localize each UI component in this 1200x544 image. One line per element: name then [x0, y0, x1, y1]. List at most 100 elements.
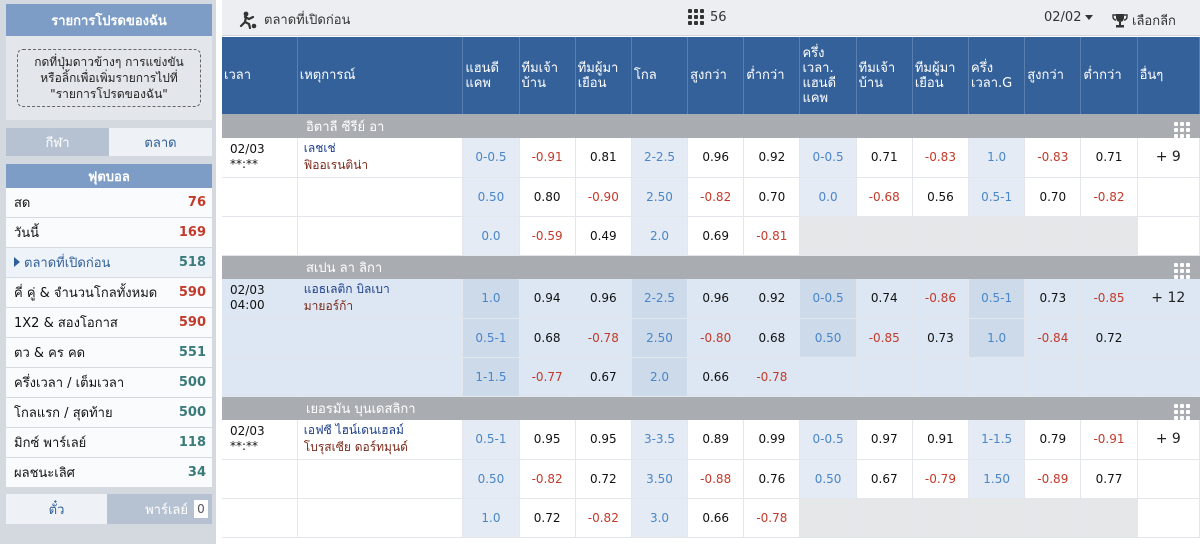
ht-over-odds[interactable]: -0.84: [1024, 318, 1082, 358]
tab-sport[interactable]: กีฬา: [6, 128, 109, 156]
ht-goal-line[interactable]: 1.0: [968, 318, 1026, 358]
sidebar-item-1x2[interactable]: 1X2 & สองโอกาส 590: [6, 308, 212, 338]
away-odds[interactable]: 0.96: [575, 279, 632, 319]
handicap[interactable]: 0.50: [462, 459, 520, 499]
over-odds[interactable]: -0.88: [687, 459, 745, 499]
ht-away-odds[interactable]: 0.91: [912, 420, 970, 460]
over-odds[interactable]: -0.82: [687, 177, 745, 217]
ht-over-odds[interactable]: 0.73: [1024, 279, 1082, 319]
over-odds[interactable]: 0.69: [687, 216, 745, 256]
sidebar-item-first-last-goal[interactable]: โกลแรก / สุดท้าย 500: [6, 398, 212, 428]
handicap[interactable]: 0.5-1: [462, 420, 520, 460]
away-odds[interactable]: 0.72: [575, 459, 632, 499]
under-odds[interactable]: 0.68: [743, 318, 801, 358]
ht-away-odds[interactable]: 0.56: [912, 177, 970, 217]
ht-goal-line[interactable]: 0.5-1: [968, 279, 1026, 319]
over-odds[interactable]: 0.66: [687, 498, 745, 538]
handicap[interactable]: 0.5-1: [462, 318, 520, 358]
home-odds[interactable]: 0.94: [519, 279, 576, 319]
ht-over-odds[interactable]: 0.70: [1024, 177, 1082, 217]
more-markets[interactable]: + 12: [1137, 279, 1200, 319]
ht-away-odds[interactable]: -0.86: [912, 279, 970, 319]
home-odds[interactable]: 0.68: [519, 318, 576, 358]
ht-home-odds[interactable]: -0.68: [856, 177, 913, 217]
ht-under-odds[interactable]: 0.71: [1080, 138, 1138, 178]
match-count[interactable]: 56: [688, 9, 727, 25]
home-odds[interactable]: 0.72: [519, 498, 576, 538]
tab-market[interactable]: ตลาด: [109, 128, 212, 156]
favorites-title[interactable]: รายการโปรดของฉัน: [6, 4, 212, 36]
away-team[interactable]: โบรุสเซีย ดอร์ทมุนด์: [303, 440, 408, 455]
ht-over-odds[interactable]: -0.83: [1024, 138, 1082, 178]
home-odds[interactable]: -0.59: [519, 216, 576, 256]
over-odds[interactable]: 0.89: [687, 420, 745, 460]
league-row[interactable]: สเปน ลา ลิกา: [222, 255, 1200, 279]
away-odds[interactable]: -0.82: [575, 498, 632, 538]
home-odds[interactable]: 0.95: [519, 420, 576, 460]
ht-handicap[interactable]: 0.0: [799, 177, 857, 217]
ht-under-odds[interactable]: -0.85: [1080, 279, 1138, 319]
tab-parlay[interactable]: พาร์เลย์ 0: [107, 494, 212, 524]
away-team[interactable]: ฟิออเรนติน่า: [303, 158, 369, 173]
goal-line[interactable]: 3-3.5: [631, 420, 689, 460]
sidebar-item-mix-parlay[interactable]: มิกซ์ พาร์เลย์ 118: [6, 428, 212, 458]
ht-goal-line[interactable]: 0.5-1: [968, 177, 1026, 217]
ht-under-odds[interactable]: 0.72: [1080, 318, 1138, 358]
goal-line[interactable]: 2-2.5: [631, 279, 689, 319]
handicap[interactable]: 0.50: [462, 177, 520, 217]
goal-line[interactable]: 2.50: [631, 177, 689, 217]
date-dropdown[interactable]: 02/02: [1044, 10, 1094, 25]
under-odds[interactable]: 0.76: [743, 459, 801, 499]
over-odds[interactable]: 0.96: [687, 138, 745, 178]
league-grid-icon[interactable]: [1137, 255, 1200, 279]
under-odds[interactable]: -0.78: [743, 498, 801, 538]
home-odds[interactable]: 0.80: [519, 177, 576, 217]
home-team[interactable]: แอธเลติก บิลเบา: [303, 282, 390, 297]
over-odds[interactable]: -0.80: [687, 318, 745, 358]
ht-handicap[interactable]: 0-0.5: [799, 420, 857, 460]
ht-goal-line[interactable]: 1.0: [968, 138, 1026, 178]
ht-home-odds[interactable]: 0.97: [856, 420, 913, 460]
sidebar-item-ht-ft[interactable]: ครึ่งเวลา / เต็มเวลา 500: [6, 368, 212, 398]
away-odds[interactable]: -0.78: [575, 318, 632, 358]
under-odds[interactable]: 0.99: [743, 420, 801, 460]
away-odds[interactable]: 0.67: [575, 357, 632, 397]
ht-over-odds[interactable]: 0.79: [1024, 420, 1082, 460]
league-grid-icon[interactable]: [1137, 396, 1200, 420]
home-odds[interactable]: -0.77: [519, 357, 576, 397]
under-odds[interactable]: 0.92: [743, 138, 801, 178]
ht-home-odds[interactable]: 0.71: [856, 138, 913, 178]
home-odds[interactable]: -0.91: [519, 138, 576, 178]
home-team[interactable]: เอฟซี ไฮน์เดนเฮลม์: [303, 423, 404, 438]
more-markets[interactable]: + 9: [1137, 420, 1200, 460]
ht-goal-line[interactable]: 1-1.5: [968, 420, 1026, 460]
home-team[interactable]: เลชเช่: [303, 141, 336, 156]
under-odds[interactable]: 0.92: [743, 279, 801, 319]
away-odds[interactable]: -0.90: [575, 177, 632, 217]
under-odds[interactable]: 0.70: [743, 177, 801, 217]
sidebar-item-correct-score[interactable]: ตว & คร คด 551: [6, 338, 212, 368]
goal-line[interactable]: 3.0: [631, 498, 689, 538]
under-odds[interactable]: -0.81: [743, 216, 801, 256]
sidebar-item-odd-even[interactable]: คี่ คู่ & จำนวนโกลทั้งหมด 590: [6, 278, 212, 308]
ht-away-odds[interactable]: 0.73: [912, 318, 970, 358]
under-odds[interactable]: -0.78: [743, 357, 801, 397]
more-markets[interactable]: + 9: [1137, 138, 1200, 178]
league-row[interactable]: เยอรมัน บุนเดสลิกา: [222, 396, 1200, 420]
handicap[interactable]: 0.0: [462, 216, 520, 256]
goal-line[interactable]: 3.50: [631, 459, 689, 499]
ht-goal-line[interactable]: 1.50: [968, 459, 1026, 499]
goal-line[interactable]: 2-2.5: [631, 138, 689, 178]
over-odds[interactable]: 0.66: [687, 357, 745, 397]
ht-home-odds[interactable]: -0.85: [856, 318, 913, 358]
goal-line[interactable]: 2.50: [631, 318, 689, 358]
ht-under-odds[interactable]: -0.82: [1080, 177, 1138, 217]
ht-handicap[interactable]: 0.50: [799, 318, 857, 358]
over-odds[interactable]: 0.96: [687, 279, 745, 319]
sidebar-item-live[interactable]: สด 76: [6, 188, 212, 218]
select-league-button[interactable]: เลือกลีก: [1112, 10, 1176, 31]
away-odds[interactable]: 0.95: [575, 420, 632, 460]
goal-line[interactable]: 2.0: [631, 216, 689, 256]
ht-home-odds[interactable]: 0.67: [856, 459, 913, 499]
home-odds[interactable]: -0.82: [519, 459, 576, 499]
